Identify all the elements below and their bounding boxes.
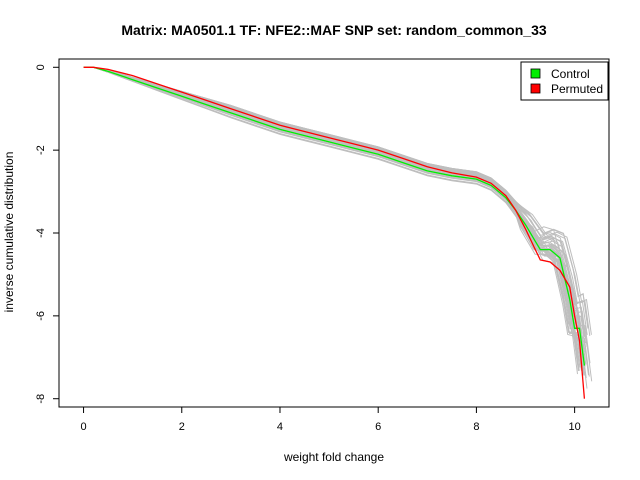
- background-line: [83, 66, 578, 361]
- series-line-permuted: [83, 66, 586, 399]
- background-line: [83, 66, 582, 371]
- background-line: [83, 66, 580, 371]
- background-line: [83, 66, 585, 366]
- legend: Control Permuted: [520, 61, 609, 101]
- background-line: [83, 66, 585, 376]
- background-permutation-lines: [83, 66, 593, 389]
- background-line: [83, 66, 582, 360]
- background-line: [83, 66, 585, 353]
- legend-label-permuted: Permuted: [551, 82, 603, 96]
- legend-swatch-control: [530, 68, 541, 79]
- background-line: [83, 66, 591, 364]
- background-line: [83, 66, 584, 346]
- background-line: [83, 66, 585, 352]
- background-line: [83, 66, 592, 335]
- x-axis: 0 2 4 6 8 10: [80, 406, 581, 433]
- background-line: [83, 66, 587, 365]
- x-axis-label: weight fold change: [283, 450, 384, 464]
- y-tick-label: 0: [35, 64, 47, 70]
- series-line-control: [83, 66, 586, 366]
- background-line: [83, 66, 589, 376]
- background-line: [83, 66, 588, 389]
- background-line: [83, 66, 583, 356]
- x-tick-label: 2: [179, 421, 185, 433]
- background-line: [83, 66, 590, 377]
- y-tick-label: -8: [35, 394, 47, 404]
- background-line: [83, 66, 593, 382]
- y-tick-label: -6: [35, 311, 47, 321]
- x-tick-label: 8: [473, 421, 479, 433]
- background-line: [83, 66, 585, 376]
- y-tick-label: -2: [35, 145, 47, 155]
- chart-title: Matrix: MA0501.1 TF: NFE2::MAF SNP set: …: [121, 22, 546, 38]
- background-line: [83, 66, 581, 368]
- x-tick-label: 4: [277, 421, 283, 433]
- background-line: [83, 66, 579, 361]
- background-line: [83, 66, 578, 375]
- legend-swatch-permuted: [530, 83, 541, 94]
- background-line: [83, 66, 585, 374]
- y-axis-label: inverse cumulative distribution: [2, 152, 16, 313]
- series-layer: [83, 66, 586, 399]
- background-line: [83, 66, 580, 371]
- background-line: [83, 66, 582, 361]
- background-line: [83, 66, 584, 378]
- background-line: [83, 66, 586, 367]
- y-axis: 0 -2 -4 -6 -8: [35, 64, 60, 404]
- y-tick-label: -4: [35, 228, 47, 238]
- x-tick-label: 6: [375, 421, 381, 433]
- background-line: [83, 66, 587, 379]
- x-tick-label: 0: [80, 421, 86, 433]
- x-tick-label: 10: [569, 421, 581, 433]
- legend-label-control: Control: [551, 67, 590, 81]
- legend-box: [520, 61, 609, 101]
- background-line: [83, 66, 579, 371]
